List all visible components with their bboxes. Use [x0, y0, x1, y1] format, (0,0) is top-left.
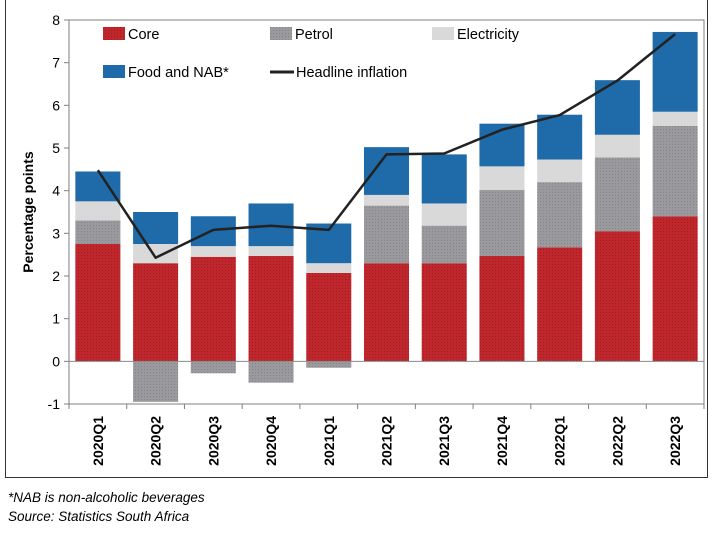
bar-petrol-2021Q1: [306, 361, 352, 368]
y-tick-label: 0: [52, 353, 60, 369]
bar-food-and-nab-2021Q3: [421, 154, 467, 204]
y-tick-label: -1: [48, 396, 61, 412]
bar-electricity-2021Q3: [421, 203, 467, 226]
x-tick-label: 2022Q1: [552, 416, 568, 466]
bar-food-and-nab-2020Q2: [133, 212, 179, 244]
legend-swatch-petrol: [270, 27, 292, 40]
x-tick-label: 2021Q4: [494, 416, 510, 466]
bar-petrol-2020Q3: [190, 361, 236, 374]
legend: Core Petrol Electricity Food and NAB* Headli…: [103, 27, 520, 81]
bar-core-2021Q4: [479, 255, 525, 362]
bar-petrol-2021Q4: [479, 189, 525, 256]
bar-food-and-nab-2022Q1: [537, 114, 583, 160]
bar-food-and-nab-2022Q3: [652, 31, 698, 112]
bar-petrol-2022Q1: [537, 182, 583, 248]
bar-electricity-2022Q2: [594, 134, 640, 158]
legend-swatch-core: [103, 27, 125, 40]
y-axis: -1 0 1 2 3 4 5 6 7 8: [48, 12, 69, 412]
bar-petrol-2021Q2: [363, 205, 410, 264]
bar-petrol-2020Q2: [133, 361, 179, 402]
x-tick-label: 2020Q4: [263, 416, 279, 466]
bar-electricity-2022Q1: [537, 159, 583, 183]
x-tick-label: 2022Q2: [609, 416, 625, 466]
bar-electricity-2021Q2: [363, 194, 410, 206]
plot-border: [68, 19, 705, 405]
y-axis-title: Percentage points: [20, 151, 36, 273]
legend-label-headline-inflation: Headline inflation: [296, 65, 407, 81]
bar-core-2022Q2: [594, 231, 640, 362]
bar-electricity-2021Q4: [479, 166, 525, 190]
stacked-bar-chart: -1 0 1 2 3 4 5 6 7 8 2020Q1 2020Q2 2020Q3 2020Q4 2021…: [20, 12, 705, 466]
footnote-nab: *NAB is non-alcoholic beverages: [8, 490, 205, 505]
chart-frame: -1 0 1 2 3 4 5 6 7 8 2020Q1 2020Q2 2020Q3 2020Q4 2021…: [5, 0, 708, 478]
bar-electricity-2021Q1: [306, 263, 352, 274]
x-tick-label: 2022Q3: [667, 416, 683, 466]
bar-food-and-nab-2020Q1: [75, 171, 121, 202]
bar-electricity-2020Q1: [75, 201, 121, 221]
bar-core-2022Q1: [537, 247, 583, 362]
y-tick-label: 6: [52, 97, 60, 113]
bar-electricity-2020Q2: [133, 244, 179, 264]
y-tick-label: 8: [52, 12, 60, 28]
y-tick-label: 3: [52, 225, 60, 241]
bar-electricity-2020Q4: [248, 246, 294, 256]
bar-core-2020Q1: [75, 244, 121, 362]
y-tick-label: 5: [52, 140, 60, 156]
legend-label-electricity: Electricity: [457, 27, 520, 43]
plot-area: [68, 19, 705, 405]
bar-core-2022Q3: [652, 216, 698, 362]
bar-petrol-2020Q1: [75, 220, 121, 244]
y-tick-label: 7: [52, 55, 60, 71]
x-tick-label: 2021Q2: [379, 416, 395, 466]
headline-inflation-line: [96, 33, 676, 259]
bar-electricity-2020Q3: [190, 246, 236, 257]
legend-label-food-and-nab: Food and NAB*: [128, 65, 229, 81]
x-tick-label: 2021Q1: [321, 416, 337, 466]
y-tick-label: 1: [52, 311, 60, 327]
legend-label-petrol: Petrol: [295, 27, 333, 43]
legend-swatch-food-and-nab: [103, 65, 125, 78]
legend-label-core: Core: [128, 27, 159, 43]
bar-petrol-2022Q3: [652, 125, 698, 217]
y-tick-label: 4: [52, 183, 60, 199]
y-tick-label: 2: [52, 268, 60, 284]
x-tick-label: 2020Q2: [148, 416, 164, 466]
bar-petrol-2021Q3: [421, 225, 467, 264]
bar-core-2021Q3: [421, 263, 467, 362]
bar-core-2020Q2: [133, 263, 179, 362]
headline-line: [96, 33, 676, 259]
bar-petrol-2020Q4: [248, 361, 294, 383]
legend-swatch-electricity: [432, 27, 454, 40]
footnote-source: Source: Statistics South Africa: [8, 509, 190, 524]
x-axis: 2020Q1 2020Q2 2020Q3 2020Q4 2021Q1 2021Q2 2021…: [68, 404, 705, 466]
bar-core-2020Q4: [248, 255, 294, 362]
bar-core-2021Q1: [306, 273, 352, 362]
bar-petrol-2022Q2: [594, 157, 640, 232]
bar-core-2020Q3: [190, 256, 236, 362]
bar-electricity-2022Q3: [652, 111, 698, 126]
bar-food-and-nab-2022Q2: [594, 80, 640, 135]
bars: [69, 31, 704, 402]
x-tick-label: 2020Q3: [205, 416, 221, 466]
x-tick-label: 2021Q3: [436, 416, 452, 466]
x-tick-label: 2020Q1: [90, 416, 106, 466]
bar-core-2021Q2: [363, 263, 410, 362]
